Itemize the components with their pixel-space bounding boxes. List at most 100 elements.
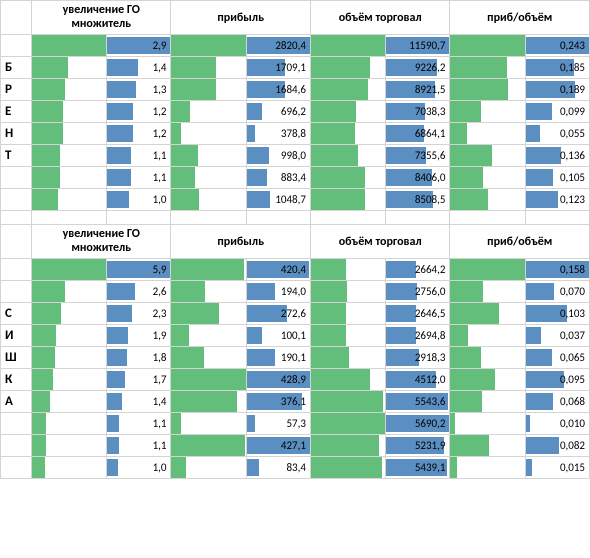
value-cell: 0,136 xyxy=(525,145,589,167)
green-bar-cell xyxy=(310,435,385,457)
value-text: 883,4 xyxy=(247,167,310,188)
green-bar xyxy=(450,101,480,122)
green-bar xyxy=(171,457,185,478)
value-cell: 1,1 xyxy=(107,145,171,167)
value-cell: 0,070 xyxy=(525,281,589,303)
green-bar-cell xyxy=(31,369,106,391)
value-cell: 1,7 xyxy=(107,369,171,391)
green-bar xyxy=(32,457,45,478)
green-bar-cell xyxy=(171,435,246,457)
green-bar-cell xyxy=(31,35,106,57)
side-letter: С xyxy=(1,303,32,325)
value-text: 83,4 xyxy=(247,457,310,478)
value-cell: 0,099 xyxy=(525,101,589,123)
value-cell: 1048,7 xyxy=(246,189,310,211)
green-bar-cell xyxy=(171,79,246,101)
value-text: 428,9 xyxy=(247,369,310,390)
green-bar xyxy=(450,35,524,56)
green-bar-cell xyxy=(450,435,525,457)
value-text: 0,065 xyxy=(526,347,589,368)
green-bar xyxy=(450,303,498,324)
green-bar xyxy=(311,101,356,122)
green-bar xyxy=(450,325,467,346)
value-cell: 0,185 xyxy=(525,57,589,79)
value-cell: 100,1 xyxy=(246,325,310,347)
value-text: 8508,5 xyxy=(386,189,449,210)
green-bar-cell xyxy=(31,413,106,435)
green-bar-cell xyxy=(310,391,385,413)
value-text: 0,010 xyxy=(526,413,589,434)
value-cell: 2,9 xyxy=(107,35,171,57)
value-text: 0,123 xyxy=(526,189,589,210)
header-row: увеличение ГО множительприбыльобъём торг… xyxy=(1,225,590,259)
value-text: 272,6 xyxy=(247,303,310,324)
header-pv: приб/объём xyxy=(450,1,590,35)
value-text: 0,099 xyxy=(526,101,589,122)
green-bar xyxy=(311,303,346,324)
side-letter xyxy=(1,189,32,211)
green-bar xyxy=(450,369,495,390)
green-bar-cell xyxy=(171,101,246,123)
value-cell: 11590,7 xyxy=(386,35,450,57)
green-bar-cell xyxy=(450,325,525,347)
green-bar-cell xyxy=(450,35,525,57)
side-letter xyxy=(1,167,32,189)
header-go: увеличение ГО множитель xyxy=(31,1,170,35)
value-text: 5231,9 xyxy=(386,435,449,456)
table-row: К1,7428,94512,00,095 xyxy=(1,369,590,391)
green-bar xyxy=(450,347,481,368)
green-bar xyxy=(450,145,492,166)
value-text: 9226,2 xyxy=(386,57,449,78)
green-bar xyxy=(311,145,358,166)
header-profit: прибыль xyxy=(171,225,310,259)
value-text: 376,1 xyxy=(247,391,310,412)
green-bar-cell xyxy=(450,101,525,123)
value-cell: 1,0 xyxy=(107,189,171,211)
green-bar xyxy=(171,35,245,56)
value-cell: 1,0 xyxy=(107,457,171,479)
table-row: Н1,2378,86864,10,055 xyxy=(1,123,590,145)
value-text: 427,1 xyxy=(247,435,310,456)
table-row: Б1,41709,19226,20,185 xyxy=(1,57,590,79)
green-bar xyxy=(171,123,181,144)
green-bar-cell xyxy=(450,303,525,325)
value-text: 1,0 xyxy=(107,457,170,478)
side-letter xyxy=(1,35,32,57)
green-bar xyxy=(450,123,467,144)
value-cell: 57,3 xyxy=(246,413,310,435)
value-text: 8406,0 xyxy=(386,167,449,188)
value-text: 0,055 xyxy=(526,123,589,144)
green-bar xyxy=(32,369,53,390)
side-letter: А xyxy=(1,391,32,413)
green-bar-cell xyxy=(310,413,385,435)
green-bar-cell xyxy=(171,35,246,57)
green-bar xyxy=(311,325,346,346)
value-text: 4512,0 xyxy=(386,369,449,390)
green-bar-cell xyxy=(450,189,525,211)
value-cell: 190,1 xyxy=(246,347,310,369)
green-bar-cell xyxy=(31,79,106,101)
green-bar xyxy=(32,145,60,166)
green-bar-cell xyxy=(171,145,246,167)
value-text: 2664,2 xyxy=(386,259,449,280)
value-text: 6864,1 xyxy=(386,123,449,144)
side-letter xyxy=(1,281,32,303)
table-row: Т1,1998,07355,60,136 xyxy=(1,145,590,167)
side-letter: К xyxy=(1,369,32,391)
green-bar-cell xyxy=(31,457,106,479)
side-letter: И xyxy=(1,325,32,347)
green-bar xyxy=(171,325,188,346)
value-cell: 2918,3 xyxy=(386,347,450,369)
green-bar-cell xyxy=(310,281,385,303)
value-text: 1,9 xyxy=(107,325,170,346)
green-bar xyxy=(171,303,218,324)
green-bar-cell xyxy=(31,57,106,79)
value-text: 1684,6 xyxy=(247,79,310,100)
green-bar xyxy=(32,303,61,324)
value-text: 1,1 xyxy=(107,145,170,166)
table-row: А1,4376,15543,60,068 xyxy=(1,391,590,413)
green-bar-cell xyxy=(450,167,525,189)
green-bar-cell xyxy=(31,347,106,369)
green-bar xyxy=(450,259,524,280)
value-text: 1,1 xyxy=(107,435,170,456)
